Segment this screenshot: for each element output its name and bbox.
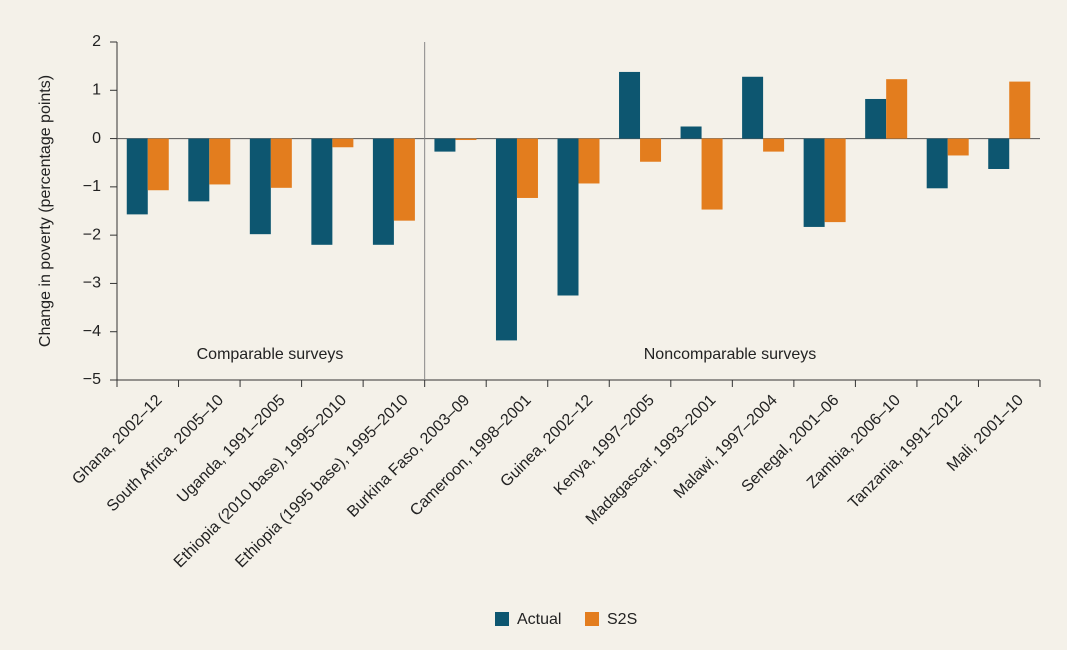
bar [311,138,333,245]
bar [640,138,662,162]
bar [1009,81,1031,139]
bar [188,138,210,202]
y-tick-label: −5 [83,371,101,388]
y-axis-label: Change in poverty (percentage points) [37,75,54,347]
bar [209,138,231,185]
y-tick-label: 0 [92,130,101,147]
bar [495,138,517,341]
x-tick-label: Burkina Faso, 2003–09 [344,392,473,521]
bar [680,126,702,139]
annotation: Noncomparable surveys [644,346,817,363]
bar [926,138,948,189]
bar [434,138,456,152]
x-tick-label: Malawi, 1997–2004 [671,392,781,502]
y-tick-label: 2 [92,33,101,50]
x-tick-label: South Africa, 2005–10 [104,392,227,515]
x-tick-label: Kenya, 1997–2005 [551,392,658,499]
bar [249,138,271,235]
legend-label: Actual [517,611,561,628]
bar [372,138,394,245]
bar [619,71,641,139]
x-tick-label: Cameroon, 1998–2001 [407,392,535,520]
bar [516,138,538,198]
bar [824,138,846,223]
y-tick-label: −3 [83,275,101,292]
bar [886,79,908,139]
x-tick-label: Tanzania, 1991–2012 [845,392,965,512]
bar [578,138,600,184]
bar [147,138,169,191]
bar [947,138,969,156]
y-tick-label: 1 [92,82,101,99]
bar [865,98,887,139]
bar [557,138,579,296]
bar [393,138,415,221]
legend-label: S2S [607,611,637,628]
bar [332,138,354,148]
bar [803,138,825,227]
y-tick-label: −1 [83,178,101,195]
bar [763,138,785,152]
bar [988,138,1010,169]
bar [126,138,148,215]
legend-swatch [585,612,599,626]
legend-swatch [495,612,509,626]
x-tick-label: Uganda, 1991–2005 [174,392,289,507]
y-tick-label: −2 [83,226,101,243]
bar [455,138,477,141]
annotation: Comparable surveys [197,346,344,363]
bar [270,138,292,188]
x-tick-label: Madagascar, 1993–2001 [583,392,720,529]
y-tick-label: −4 [83,323,101,340]
bar [701,138,723,210]
bar [742,76,764,139]
